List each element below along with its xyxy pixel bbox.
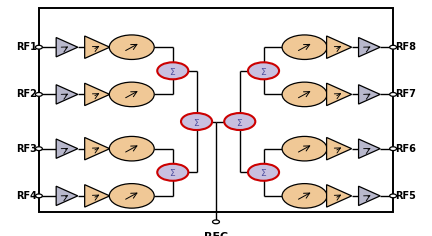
Circle shape	[157, 62, 188, 79]
Circle shape	[109, 82, 154, 107]
Polygon shape	[327, 137, 352, 160]
Circle shape	[390, 45, 397, 49]
Polygon shape	[56, 139, 78, 158]
Text: $\Sigma$: $\Sigma$	[169, 66, 176, 77]
Polygon shape	[359, 186, 380, 206]
Polygon shape	[359, 85, 380, 104]
Circle shape	[224, 113, 255, 130]
Polygon shape	[85, 36, 110, 58]
Circle shape	[109, 35, 154, 59]
Circle shape	[282, 35, 327, 59]
Circle shape	[35, 45, 42, 49]
Text: RFC: RFC	[204, 232, 228, 236]
Circle shape	[390, 147, 397, 151]
Circle shape	[248, 62, 279, 79]
Circle shape	[157, 164, 188, 181]
Text: $\Sigma$: $\Sigma$	[260, 168, 267, 178]
Circle shape	[248, 164, 279, 181]
Text: RF8: RF8	[395, 42, 416, 52]
Polygon shape	[327, 185, 352, 207]
Polygon shape	[359, 38, 380, 57]
Text: RF1: RF1	[16, 42, 37, 52]
Text: RF3: RF3	[16, 144, 37, 154]
Polygon shape	[327, 36, 352, 58]
Polygon shape	[56, 186, 78, 206]
Text: $\Sigma$: $\Sigma$	[193, 117, 200, 128]
Circle shape	[213, 220, 219, 224]
Polygon shape	[327, 83, 352, 106]
Text: RF6: RF6	[395, 144, 416, 154]
Polygon shape	[85, 185, 110, 207]
Polygon shape	[359, 139, 380, 158]
Text: RF5: RF5	[395, 191, 416, 201]
Circle shape	[35, 194, 42, 198]
Polygon shape	[85, 137, 110, 160]
Circle shape	[35, 93, 42, 96]
Circle shape	[390, 194, 397, 198]
Polygon shape	[85, 83, 110, 106]
Circle shape	[282, 136, 327, 161]
Polygon shape	[56, 38, 78, 57]
Circle shape	[109, 136, 154, 161]
Circle shape	[282, 184, 327, 208]
Text: RF4: RF4	[16, 191, 37, 201]
Circle shape	[181, 113, 212, 130]
Text: RF2: RF2	[16, 89, 37, 99]
Text: RF7: RF7	[395, 89, 416, 99]
Text: $\Sigma$: $\Sigma$	[169, 168, 176, 178]
Text: $\Sigma$: $\Sigma$	[236, 117, 243, 128]
Circle shape	[282, 82, 327, 107]
Circle shape	[390, 93, 397, 96]
Text: $\Sigma$: $\Sigma$	[260, 66, 267, 77]
Circle shape	[35, 147, 42, 151]
Polygon shape	[56, 85, 78, 104]
Circle shape	[109, 184, 154, 208]
